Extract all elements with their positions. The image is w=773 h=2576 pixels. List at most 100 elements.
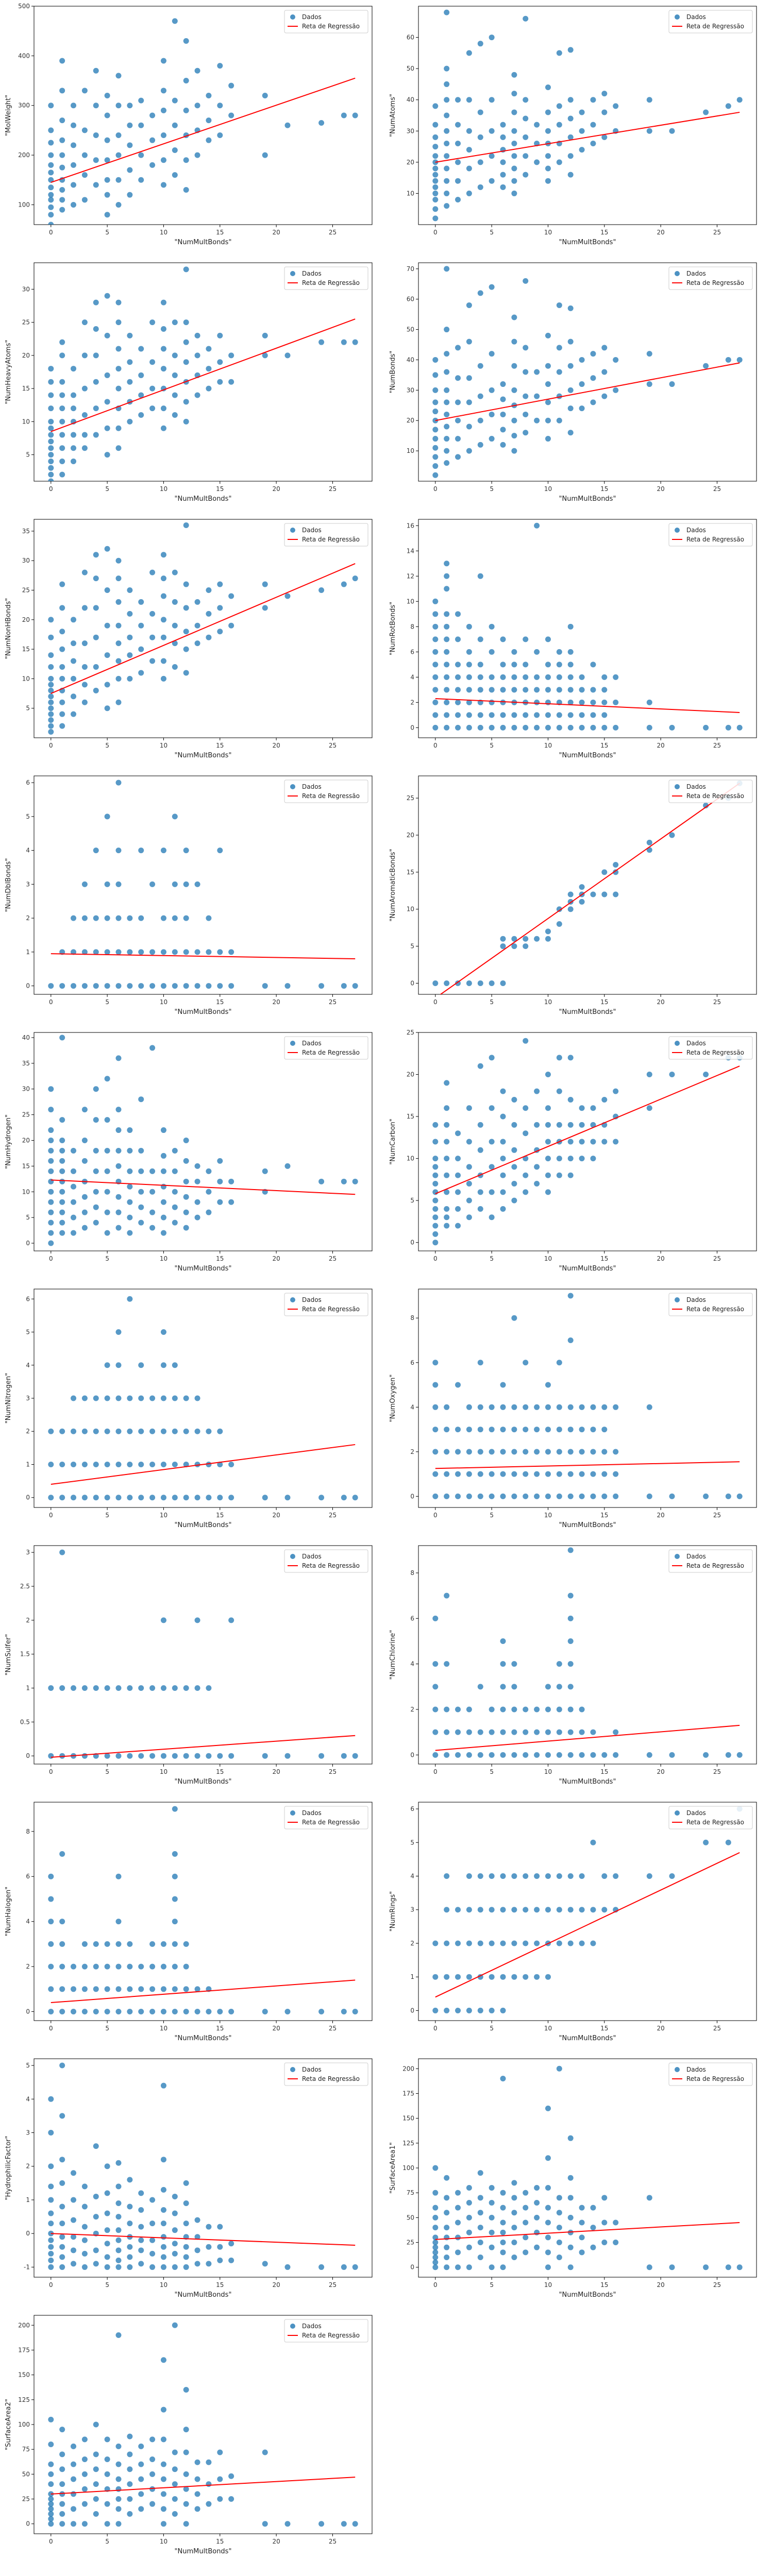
data-point xyxy=(81,1428,88,1434)
data-point xyxy=(115,622,122,629)
data-point xyxy=(432,2249,439,2256)
data-point xyxy=(669,1752,675,1758)
data-point xyxy=(138,1753,144,1759)
data-point xyxy=(455,345,461,351)
data-point xyxy=(160,107,166,113)
data-point xyxy=(81,664,88,670)
data-point xyxy=(613,1729,619,1735)
data-point xyxy=(262,605,268,611)
x-tick-label: 10 xyxy=(544,485,552,493)
data-point xyxy=(138,346,144,352)
data-point xyxy=(500,184,506,190)
data-point xyxy=(432,1164,439,1170)
legend-points-label: Dados xyxy=(686,1553,706,1560)
data-point xyxy=(556,369,562,375)
data-point xyxy=(217,949,223,955)
data-point xyxy=(194,1495,200,1501)
data-point xyxy=(217,1753,223,1759)
data-point xyxy=(115,1163,122,1169)
data-point xyxy=(160,2264,166,2270)
legend-points-label: Dados xyxy=(686,13,706,21)
data-point xyxy=(81,2183,88,2190)
data-point xyxy=(228,1753,234,1759)
data-point xyxy=(318,2009,325,2015)
data-point xyxy=(217,332,223,338)
data-point xyxy=(444,203,450,209)
data-point xyxy=(590,141,596,147)
regression-line xyxy=(51,2477,356,2495)
data-point xyxy=(590,1449,596,1455)
data-point xyxy=(206,587,212,594)
data-point xyxy=(262,2009,268,2015)
data-point xyxy=(545,1873,551,1879)
y-tick-label: 10 xyxy=(22,1188,30,1195)
data-point xyxy=(48,438,54,445)
regression-line xyxy=(51,953,356,959)
data-point xyxy=(160,299,166,306)
legend-line-label: Reta de Regressão xyxy=(302,2332,360,2339)
data-point xyxy=(466,662,472,668)
x-tick-label: 10 xyxy=(160,742,167,749)
data-point xyxy=(71,1183,77,1190)
data-point xyxy=(104,1076,110,1082)
data-point xyxy=(71,2234,77,2240)
legend-points-label: Dados xyxy=(302,1809,322,1817)
data-point xyxy=(183,2521,189,2527)
data-point xyxy=(48,1086,54,1092)
data-point xyxy=(444,165,450,172)
chart-svg: 0 5 10 15 20 250123456"NumMultBonds""NumDblBo… xyxy=(5,775,373,1016)
data-point xyxy=(444,2195,450,2201)
x-axis-label: "NumMultBonds" xyxy=(559,239,616,246)
data-point xyxy=(341,1753,347,1759)
data-point xyxy=(590,2225,596,2231)
data-point xyxy=(160,1495,166,1501)
data-point xyxy=(93,1219,99,1226)
data-point xyxy=(160,2207,166,2213)
data-point xyxy=(115,1753,122,1759)
data-point xyxy=(523,1360,529,1366)
y-tick-label: 5 xyxy=(410,1197,414,1204)
data-point xyxy=(48,192,54,198)
data-layer xyxy=(48,1549,358,1759)
data-point xyxy=(432,2225,439,2231)
data-point xyxy=(444,1449,450,1455)
data-point xyxy=(115,2247,122,2253)
data-point xyxy=(534,2185,540,2191)
data-point xyxy=(466,1974,472,1980)
x-tick-label: 25 xyxy=(713,1768,721,1775)
plot-frame xyxy=(418,519,757,738)
data-point xyxy=(545,2264,551,2270)
data-point xyxy=(432,687,439,693)
data-point xyxy=(466,2007,472,2013)
data-point xyxy=(160,1230,166,1236)
data-point xyxy=(262,2449,268,2455)
data-point xyxy=(511,1940,517,1946)
data-point xyxy=(160,366,166,372)
data-point xyxy=(160,1395,166,1401)
data-point xyxy=(455,178,461,184)
data-point xyxy=(511,687,517,693)
data-point xyxy=(93,1986,99,1992)
y-tick-label: 5 xyxy=(26,1214,30,1221)
data-point xyxy=(160,2187,166,2193)
data-point xyxy=(466,1449,472,1455)
data-point xyxy=(104,137,110,143)
data-point xyxy=(455,674,461,680)
data-point xyxy=(500,636,506,642)
legend-points-label: Dados xyxy=(302,527,322,534)
data-point xyxy=(567,1096,574,1103)
data-point xyxy=(194,1178,200,1184)
data-point xyxy=(455,1156,461,1162)
data-point xyxy=(455,699,461,705)
data-point xyxy=(703,802,709,808)
data-point xyxy=(477,1729,483,1735)
data-point xyxy=(489,284,495,290)
data-point xyxy=(579,899,585,905)
data-point xyxy=(703,1493,709,1499)
regression-line xyxy=(51,77,356,183)
data-point xyxy=(59,2481,65,2487)
data-point xyxy=(160,2521,166,2527)
data-point xyxy=(115,2496,122,2502)
data-point xyxy=(127,1296,133,1302)
